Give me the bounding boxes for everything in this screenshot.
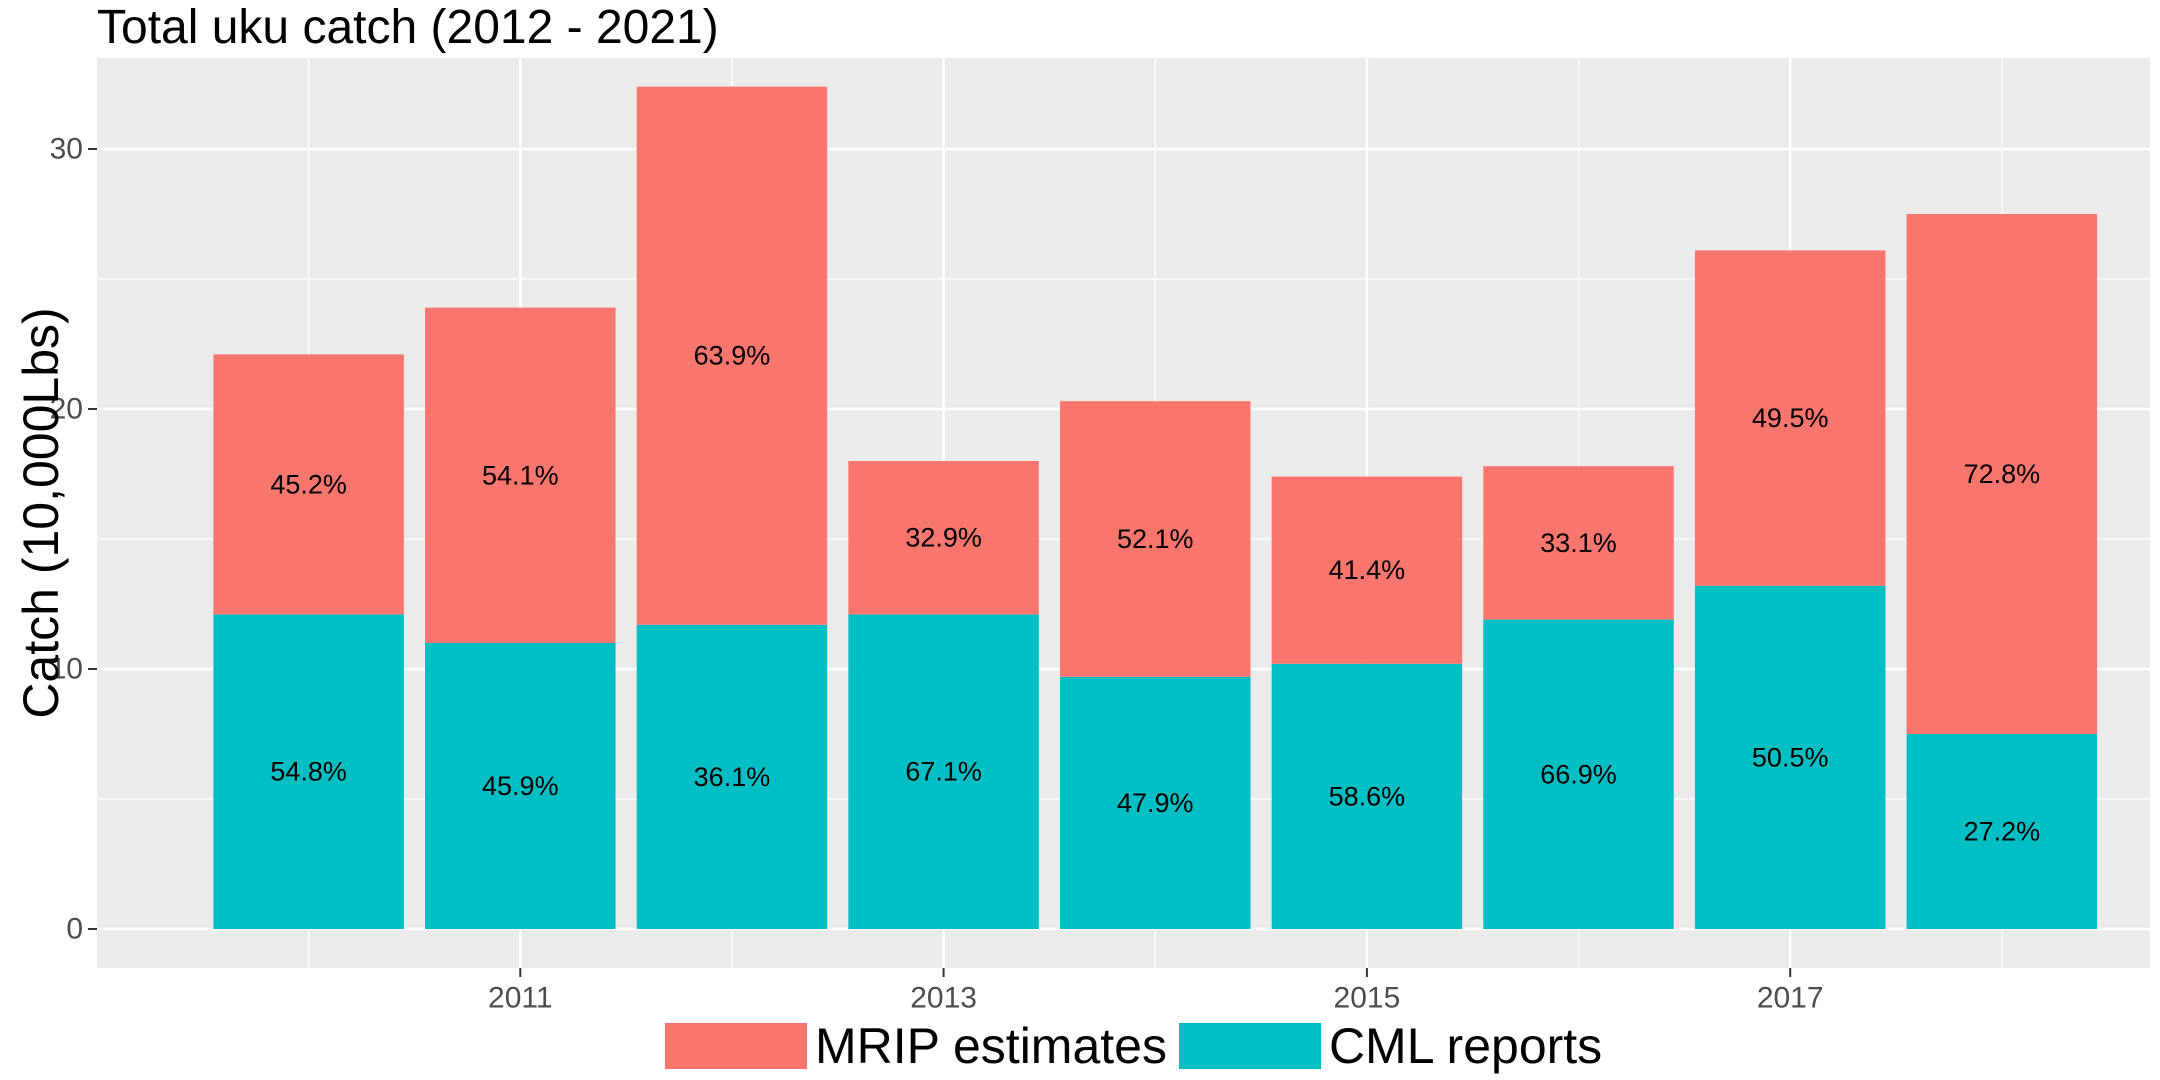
bar-label-cml-2010: 54.8% — [270, 757, 347, 787]
bar-mrip-2016 — [1483, 466, 1674, 620]
bar-label-mrip-2016: 33.1% — [1540, 528, 1617, 558]
bar-label-cml-2016: 66.9% — [1540, 759, 1617, 789]
bar-cml-2017 — [1694, 585, 1886, 929]
legend-label-mrip: MRIP estimates — [815, 1018, 1167, 1074]
bar-label-cml-2018: 27.2% — [1964, 817, 2041, 847]
bar-label-mrip-2015: 41.4% — [1329, 555, 1406, 585]
bar-mrip-2018 — [1906, 214, 2098, 734]
bar-mrip-2011 — [425, 307, 616, 643]
x-tick-label: 2013 — [910, 982, 977, 1015]
y-tick-label: 20 — [50, 393, 83, 426]
x-tick-label: 2017 — [1757, 982, 1824, 1015]
bar-label-mrip-2011: 54.1% — [482, 460, 559, 490]
y-axis-title: Catch (10,000Lbs) — [13, 307, 69, 718]
bar-cml-2014 — [1060, 676, 1251, 929]
bar-label-mrip-2013: 32.9% — [905, 523, 982, 553]
bar-label-cml-2012: 36.1% — [694, 762, 771, 792]
legend-item-cml: CML reports — [1178, 1017, 1603, 1075]
legend-swatch-mrip — [665, 1023, 807, 1069]
bar-mrip-2017 — [1694, 250, 1886, 586]
chart-title: Total uku catch (2012 - 2021) — [97, 1, 719, 54]
bar-label-mrip-2017: 49.5% — [1752, 403, 1829, 433]
bar-mrip-2012 — [636, 86, 828, 625]
bar-label-cml-2017: 50.5% — [1752, 742, 1829, 772]
x-tick-label: 2015 — [1334, 982, 1401, 1015]
bar-cml-2012 — [636, 624, 828, 929]
x-tick-label: 2011 — [488, 982, 553, 1015]
bars — [213, 86, 2098, 929]
bar-label-cml-2014: 47.9% — [1117, 788, 1194, 818]
bar-cml-2011 — [425, 643, 616, 929]
bar-label-mrip-2012: 63.9% — [694, 341, 771, 371]
bar-mrip-2015 — [1271, 476, 1463, 664]
x-axis: 2011 2013 2015 2017 — [488, 968, 1824, 1015]
bar-mrip-2014 — [1060, 401, 1251, 677]
legend-label-cml: CML reports — [1328, 1018, 1603, 1074]
bar-cml-2010 — [213, 614, 404, 929]
bar-cml-2018 — [1906, 734, 2098, 929]
bar-label-cml-2013: 67.1% — [905, 757, 982, 787]
legend-item-mrip: MRIP estimates — [665, 1017, 1167, 1075]
y-tick-label: 30 — [50, 133, 83, 166]
bar-label-mrip-2010: 45.2% — [270, 469, 347, 499]
bar-label-mrip-2014: 52.1% — [1117, 524, 1194, 554]
bar-cml-2016 — [1483, 619, 1674, 929]
legend: MRIP estimates CML reports — [665, 1018, 1614, 1074]
legend-swatch-cml — [1178, 1023, 1321, 1069]
y-axis: 0 10 20 30 — [50, 133, 97, 946]
bar-labels: 54.8% 45.2% 45.9% 54.1% 36.1% 63.9% 67.1% 32.9%… — [270, 341, 2040, 847]
bar-cml-2013 — [848, 614, 1039, 929]
bar-mrip-2013 — [848, 461, 1039, 615]
y-tick-label: 10 — [50, 653, 83, 686]
bar-label-cml-2015: 58.6% — [1329, 781, 1406, 811]
bar-label-cml-2011: 45.9% — [482, 771, 559, 801]
bar-cml-2015 — [1271, 663, 1463, 929]
bar-mrip-2010 — [213, 354, 404, 615]
bar-label-mrip-2018: 72.8% — [1964, 459, 2041, 489]
y-tick-label: 0 — [66, 913, 83, 946]
